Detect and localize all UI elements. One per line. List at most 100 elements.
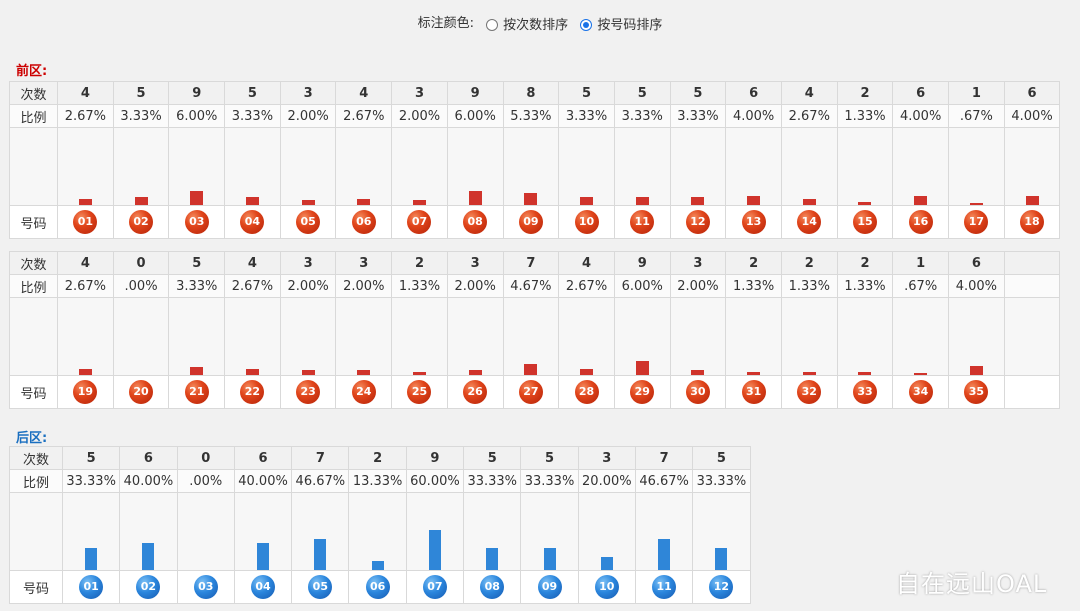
sort-by-count-option[interactable]: 按次数排序 (486, 14, 568, 33)
count-value: 8 (502, 81, 560, 105)
number-ball-22: 22 (240, 380, 265, 404)
sort-option-bar: 标注颜色: 按次数排序 按号码排序 (0, 12, 1080, 33)
count-value: 0 (112, 251, 170, 275)
number-cell: 23 (279, 375, 337, 409)
ball-row: 号码 01 02 03 04 05 06 07 08 09 10 11 12 13 14 15 16 17 18 (9, 205, 1061, 239)
number-cell: 25 (391, 375, 448, 409)
number-cell: 10 (558, 205, 615, 239)
count-value: 2 (836, 81, 894, 105)
sort-by-count-label: 按次数排序 (503, 18, 569, 33)
bar-cell (176, 492, 235, 571)
count-value: 5 (692, 446, 751, 470)
bar-cell (224, 297, 281, 376)
sort-by-number-radio[interactable] (580, 19, 593, 31)
ratio-row-label: 比例 (9, 469, 63, 493)
bar-04 (257, 543, 270, 570)
count-value: 9 (446, 81, 504, 105)
count-value: 6 (1003, 81, 1061, 105)
bar-08 (486, 548, 499, 570)
bar-cell (669, 297, 727, 376)
bar-cell (892, 127, 949, 206)
number-ball-13: 13 (741, 210, 766, 234)
ratio-value: .67% (948, 104, 1005, 128)
ratio-value: 2.67% (224, 274, 281, 298)
ratio-value: 2.00% (446, 274, 504, 298)
ratio-value: 40.00% (119, 469, 178, 493)
number-ball-04: 04 (240, 210, 265, 234)
bar-cell (502, 297, 560, 376)
bar-01 (85, 548, 98, 570)
bar-27 (524, 364, 538, 375)
number-ball-14: 14 (797, 210, 822, 234)
back-zone-table: 次数 5 6 0 6 7 2 9 5 5 3 7 5 比例 33.33% 40.00% .00% 40.00% 46… (9, 446, 751, 604)
number-cell: 03 (168, 205, 226, 239)
number-ball-15: 15 (852, 210, 877, 234)
bar-row (9, 297, 1061, 376)
number-cell: 31 (725, 375, 782, 409)
ratio-row: 比例 2.67% 3.33% 6.00% 3.33% 2.00% 2.67% 2.00% 6.0… (9, 104, 1061, 128)
count-value: 5 (61, 446, 121, 470)
ratio-value: 20.00% (577, 469, 636, 493)
number-cell: 01 (57, 205, 114, 239)
bar-cell (168, 297, 226, 376)
number-ball-08: 08 (480, 575, 505, 599)
number-cell: 02 (112, 205, 170, 239)
number-ball-32: 32 (797, 380, 822, 404)
ratio-value: 46.67% (634, 469, 694, 493)
bar-cell (57, 297, 114, 376)
number-ball-28: 28 (574, 380, 599, 404)
number-cell: 19 (57, 375, 114, 409)
ball-row-label: 号码 (9, 375, 58, 409)
bar-11 (658, 539, 671, 570)
count-value: 4 (780, 81, 838, 105)
count-value: 6 (892, 81, 949, 105)
number-cell: 17 (948, 205, 1005, 239)
bar-cell (613, 127, 671, 206)
sort-by-number-option[interactable]: 按号码排序 (580, 14, 662, 33)
number-cell: 05 (279, 205, 337, 239)
count-value: 4 (57, 251, 114, 275)
bar-cell (1003, 127, 1061, 206)
ball-row-label: 号码 (9, 205, 58, 239)
number-ball-11: 11 (652, 575, 677, 599)
bar-14 (802, 199, 816, 205)
number-ball-11: 11 (630, 210, 655, 234)
number-cell: 11 (634, 570, 694, 604)
number-ball-17: 17 (964, 210, 989, 234)
count-value: 3 (335, 251, 393, 275)
back-section-title: 后区: (16, 431, 48, 446)
number-cell: 18 (1003, 205, 1061, 239)
bar-10 (600, 557, 613, 570)
bar-19 (78, 369, 92, 375)
ratio-value: 2.67% (780, 104, 838, 128)
bar-32 (802, 372, 816, 375)
number-cell: 30 (669, 375, 727, 409)
ratio-value: 33.33% (463, 469, 522, 493)
count-value: 9 (168, 81, 226, 105)
ratio-row-label: 比例 (9, 274, 58, 298)
sort-by-count-radio[interactable] (486, 19, 499, 31)
ratio-value: .00% (112, 274, 170, 298)
count-value: 5 (463, 446, 522, 470)
number-cell: 15 (836, 205, 894, 239)
number-ball-07: 07 (407, 210, 432, 234)
ratio-value: 2.00% (279, 104, 337, 128)
bar-06 (357, 199, 371, 205)
empty-cell (1003, 297, 1061, 376)
empty-cell (1003, 251, 1061, 275)
number-cell: 20 (112, 375, 170, 409)
number-cell: 35 (948, 375, 1005, 409)
bar-cell (446, 127, 504, 206)
bar-cell (948, 297, 1005, 376)
number-ball-05: 05 (308, 575, 333, 599)
number-ball-02: 02 (129, 210, 154, 234)
number-ball-03: 03 (193, 575, 218, 599)
ratio-value: 4.00% (892, 104, 949, 128)
bar-cell (463, 492, 522, 571)
ratio-value: 1.33% (391, 274, 448, 298)
number-ball-16: 16 (908, 210, 933, 234)
number-ball-12: 12 (709, 575, 734, 599)
bar-08 (468, 191, 482, 205)
count-value: 6 (725, 81, 782, 105)
ratio-value: 6.00% (613, 274, 671, 298)
